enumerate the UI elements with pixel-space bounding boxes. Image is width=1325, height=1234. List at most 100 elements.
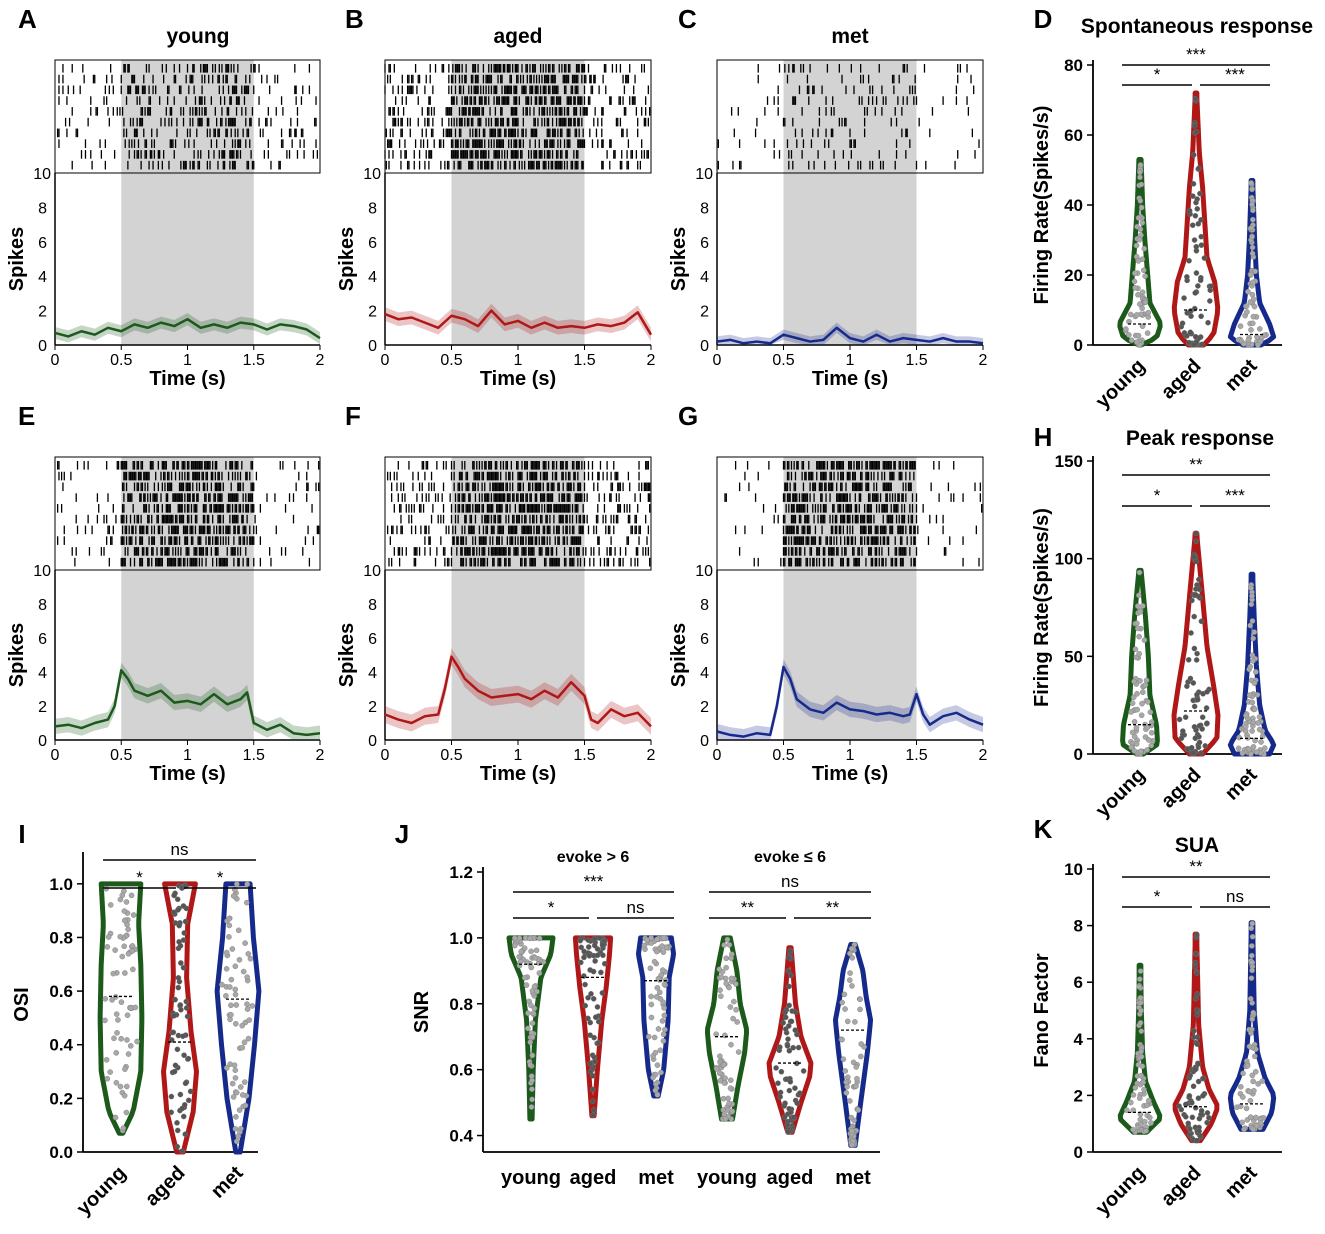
- y-tick-label: 2: [38, 304, 47, 321]
- y-tick-label: 10: [1064, 860, 1083, 879]
- violin-points: [102, 885, 140, 1134]
- data-point: [121, 943, 128, 950]
- data-point: [122, 970, 128, 976]
- psth-sem-band: [385, 648, 651, 735]
- data-point: [1250, 658, 1256, 664]
- data-point: [1194, 696, 1201, 703]
- data-point: [175, 974, 182, 981]
- data-point: [1189, 1114, 1196, 1121]
- data-point: [790, 1044, 796, 1051]
- significance-label: ***: [1186, 45, 1206, 64]
- panel-I: 0.0 0.2 0.4 0.6 0.8 1.0 OSI young aged met ns * * I: [11, 819, 262, 1220]
- data-point: [124, 1083, 130, 1090]
- data-point: [780, 1019, 787, 1026]
- data-point: [661, 1005, 667, 1011]
- panel-F: 10 0 2 4 6 8 0 0.5 1 1.5 2 Time (s) Spikes F: [336, 401, 656, 785]
- data-point: [847, 1098, 853, 1104]
- x-tick-label: 2: [979, 747, 988, 764]
- data-point: [1250, 1078, 1256, 1085]
- data-point: [786, 1023, 792, 1029]
- y-tick-label: 4: [38, 665, 47, 682]
- data-point: [118, 999, 125, 1005]
- data-point: [1240, 341, 1247, 347]
- raster-frame: [384, 59, 652, 174]
- data-point: [1249, 943, 1255, 949]
- data-point: [1241, 1126, 1247, 1133]
- data-point: [249, 1003, 256, 1009]
- data-point: [1190, 749, 1196, 756]
- data-point: [785, 1036, 791, 1042]
- data-point: [1187, 329, 1194, 336]
- data-point: [1137, 995, 1144, 1001]
- x-axis-label: Time (s): [812, 763, 888, 785]
- data-point: [661, 1012, 668, 1019]
- data-point: [527, 1062, 534, 1068]
- data-point: [1256, 714, 1263, 720]
- data-point: [226, 915, 232, 922]
- data-point: [244, 1001, 250, 1007]
- data-point: [854, 1075, 860, 1082]
- data-point: [1249, 1016, 1256, 1022]
- data-point: [237, 1084, 244, 1090]
- data-point: [1248, 1030, 1254, 1036]
- data-point: [1182, 714, 1189, 720]
- data-point: [521, 975, 528, 981]
- data-point: [230, 893, 237, 899]
- data-point: [590, 1112, 596, 1118]
- data-point: [1191, 341, 1197, 348]
- category-label: young: [697, 1167, 757, 1189]
- data-point: [113, 1079, 120, 1086]
- data-point: [777, 1094, 783, 1100]
- data-point: [786, 1047, 793, 1054]
- violin-points: [773, 947, 807, 1135]
- data-point: [119, 892, 126, 899]
- data-point: [1142, 682, 1149, 688]
- data-point: [1134, 223, 1140, 230]
- data-point: [171, 1068, 178, 1075]
- data-point: [722, 1075, 728, 1081]
- data-point: [1198, 618, 1205, 625]
- x-tick-label: 1.5: [905, 747, 927, 764]
- x-tick-label: 1: [183, 747, 192, 764]
- category-label: aged: [141, 1162, 190, 1211]
- data-point: [1141, 245, 1148, 252]
- data-point: [1131, 733, 1138, 740]
- data-point: [1196, 586, 1203, 593]
- significance-label: ns: [781, 872, 799, 891]
- data-point: [233, 1138, 240, 1145]
- data-point: [1134, 690, 1140, 697]
- data-point: [1193, 538, 1199, 545]
- data-point: [228, 976, 235, 983]
- data-point: [1144, 1102, 1150, 1109]
- data-point: [132, 1004, 139, 1011]
- data-point: [1249, 244, 1256, 251]
- x-tick-label: 1: [846, 747, 855, 764]
- data-point: [1185, 657, 1192, 663]
- y-tick-label: 8: [700, 200, 709, 217]
- data-point: [528, 948, 534, 955]
- category-label: met: [638, 1167, 674, 1189]
- data-point: [1258, 739, 1264, 745]
- x-tick-label: 0.5: [110, 747, 132, 764]
- data-point: [1248, 975, 1255, 981]
- data-point: [1138, 1028, 1145, 1034]
- data-point: [784, 1042, 791, 1049]
- data-point: [1197, 277, 1204, 284]
- data-point: [654, 1092, 661, 1098]
- data-point: [660, 935, 667, 941]
- data-point: [169, 1037, 175, 1043]
- data-point: [125, 926, 131, 933]
- y-tick-label: 80: [1064, 56, 1083, 75]
- x-axis-label: Time (s): [480, 763, 556, 785]
- data-point: [1179, 320, 1186, 327]
- data-point: [1253, 669, 1259, 675]
- data-point: [1145, 737, 1152, 743]
- significance-label: *: [136, 868, 143, 887]
- data-point: [1131, 278, 1138, 285]
- data-point: [1194, 1137, 1200, 1144]
- data-point: [1136, 633, 1142, 640]
- violin-young: [1117, 157, 1163, 348]
- data-point: [127, 1043, 134, 1049]
- data-point: [1198, 750, 1204, 756]
